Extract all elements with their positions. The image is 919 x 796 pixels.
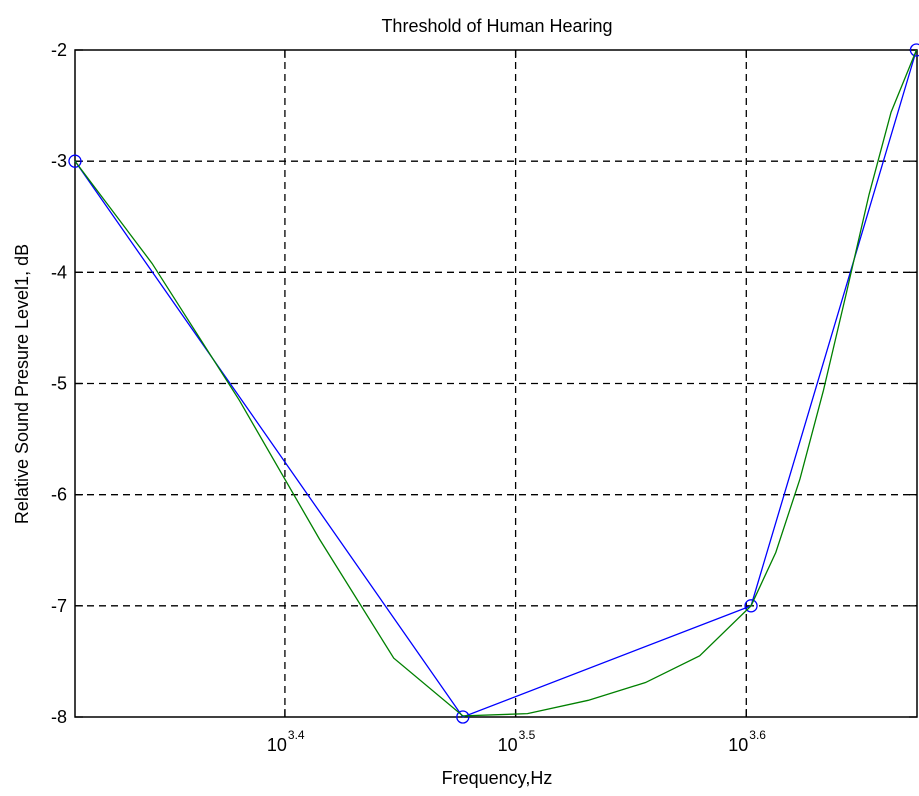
series-marker xyxy=(909,43,919,57)
series-marker xyxy=(456,710,470,724)
y-tick-label: -8 xyxy=(51,707,67,727)
x-tick-label-exponent: 3.6 xyxy=(749,728,766,742)
x-tick-label-exponent: 3.4 xyxy=(288,728,305,742)
series-line-2 xyxy=(74,49,918,717)
x-tick-label-base: 10 xyxy=(728,735,748,755)
x-tick-label-base: 10 xyxy=(267,735,287,755)
y-axis-label: Relative Sound Presure Level1, dB xyxy=(12,244,32,524)
y-tick-label: -4 xyxy=(51,262,67,282)
y-tick-label: -3 xyxy=(51,151,67,171)
x-axis-ticks: 10 3.4 10 3.5 10 3.6 xyxy=(267,50,766,755)
y-tick-label: -7 xyxy=(51,596,67,616)
grid xyxy=(75,50,917,717)
series-layer xyxy=(68,43,919,724)
series-line-1 xyxy=(74,49,918,718)
y-tick-label: -5 xyxy=(51,374,67,394)
y-tick-label: -2 xyxy=(51,40,67,60)
x-tick-label-exponent: 3.5 xyxy=(519,728,536,742)
chart-title: Threshold of Human Hearing xyxy=(381,16,612,36)
y-tick-label: -6 xyxy=(51,485,67,505)
y-axis-ticks: -2 -3 -4 -5 -6 -7 -8 xyxy=(51,40,917,727)
x-tick-label-base: 10 xyxy=(498,735,518,755)
x-axis-label: Frequency,Hz xyxy=(442,768,553,788)
series-marker xyxy=(68,154,82,168)
series-marker xyxy=(744,599,758,613)
